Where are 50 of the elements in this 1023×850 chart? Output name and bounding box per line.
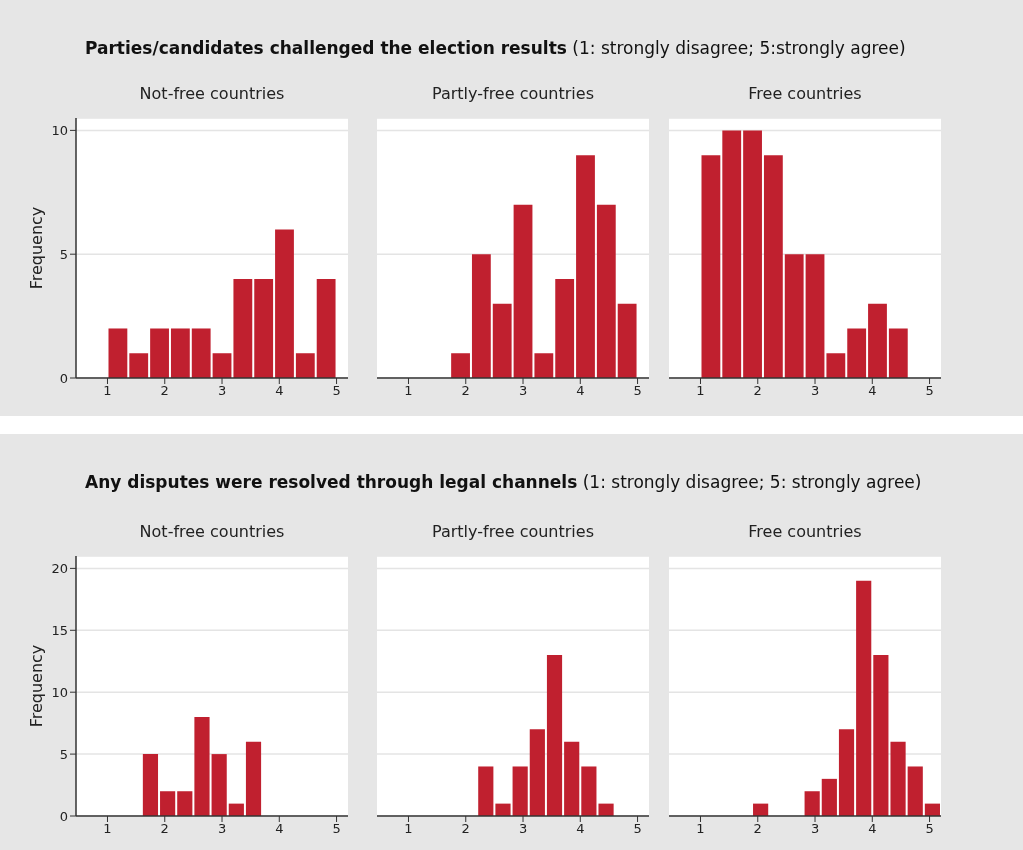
chart-title: Not-free countries [138, 84, 286, 105]
x-tick-label: 5 [633, 821, 642, 837]
y-tick-label: 5 [59, 746, 68, 762]
y-tick-label: 20 [51, 561, 68, 576]
x-tick-label: 2 [160, 821, 169, 837]
chart-title: Partly-free countries [431, 522, 595, 543]
chart-title: Free countries [747, 522, 863, 543]
y-axis-title: Frequency [26, 206, 46, 290]
x-tick-label: 3 [217, 383, 227, 399]
chart-title: Partly-free countries [431, 84, 595, 105]
x-tick-label: 4 [576, 821, 585, 837]
y-tick-label: 0 [59, 808, 68, 824]
y-tick-label: 15 [51, 622, 68, 638]
x-tick-label: 4 [868, 383, 877, 399]
x-tick-label: 3 [518, 821, 528, 837]
y-axis-title: Frequency [26, 644, 46, 728]
text: Parties/candidates challenged the election results [85, 38, 567, 58]
x-tick-label: 4 [275, 383, 284, 399]
x-tick-label: 5 [925, 821, 934, 837]
x-tick-label: 2 [753, 383, 762, 399]
x-tick-label: 1 [103, 383, 112, 399]
chart-title: Not-free countries [138, 522, 286, 543]
chart-title: Free countries [747, 84, 863, 105]
x-tick-label: 4 [275, 821, 284, 837]
x-tick-label: 3 [810, 383, 820, 399]
x-tick-label: 3 [810, 821, 820, 837]
x-tick-label: 1 [696, 383, 705, 399]
y-tick-label: 5 [59, 246, 68, 262]
x-tick-label: 1 [404, 383, 413, 399]
x-tick-label: 2 [461, 383, 470, 399]
text: (1: strongly disagree; 5:strongly agree) [572, 38, 906, 58]
y-tick-label: 0 [59, 370, 68, 386]
x-tick-label: 4 [868, 821, 877, 837]
text: (1: strongly disagree; 5: strongly agree) [582, 472, 922, 492]
y-tick-label: 10 [51, 123, 68, 138]
x-tick-label: 5 [332, 383, 341, 399]
x-tick-label: 1 [404, 821, 413, 837]
x-tick-label: 5 [332, 821, 341, 837]
text: Any disputes were resolved through legal channels [85, 472, 578, 492]
y-tick-label: 10 [51, 684, 68, 700]
x-tick-label: 3 [518, 383, 528, 399]
x-tick-label: 5 [925, 383, 934, 399]
x-tick-label: 2 [160, 383, 169, 399]
x-tick-label: 1 [696, 821, 705, 837]
x-tick-label: 4 [576, 383, 585, 399]
x-tick-label: 3 [217, 821, 227, 837]
x-tick-label: 2 [461, 821, 470, 837]
x-tick-label: 5 [633, 383, 642, 399]
x-tick-label: 2 [753, 821, 762, 837]
x-tick-label: 1 [103, 821, 112, 837]
